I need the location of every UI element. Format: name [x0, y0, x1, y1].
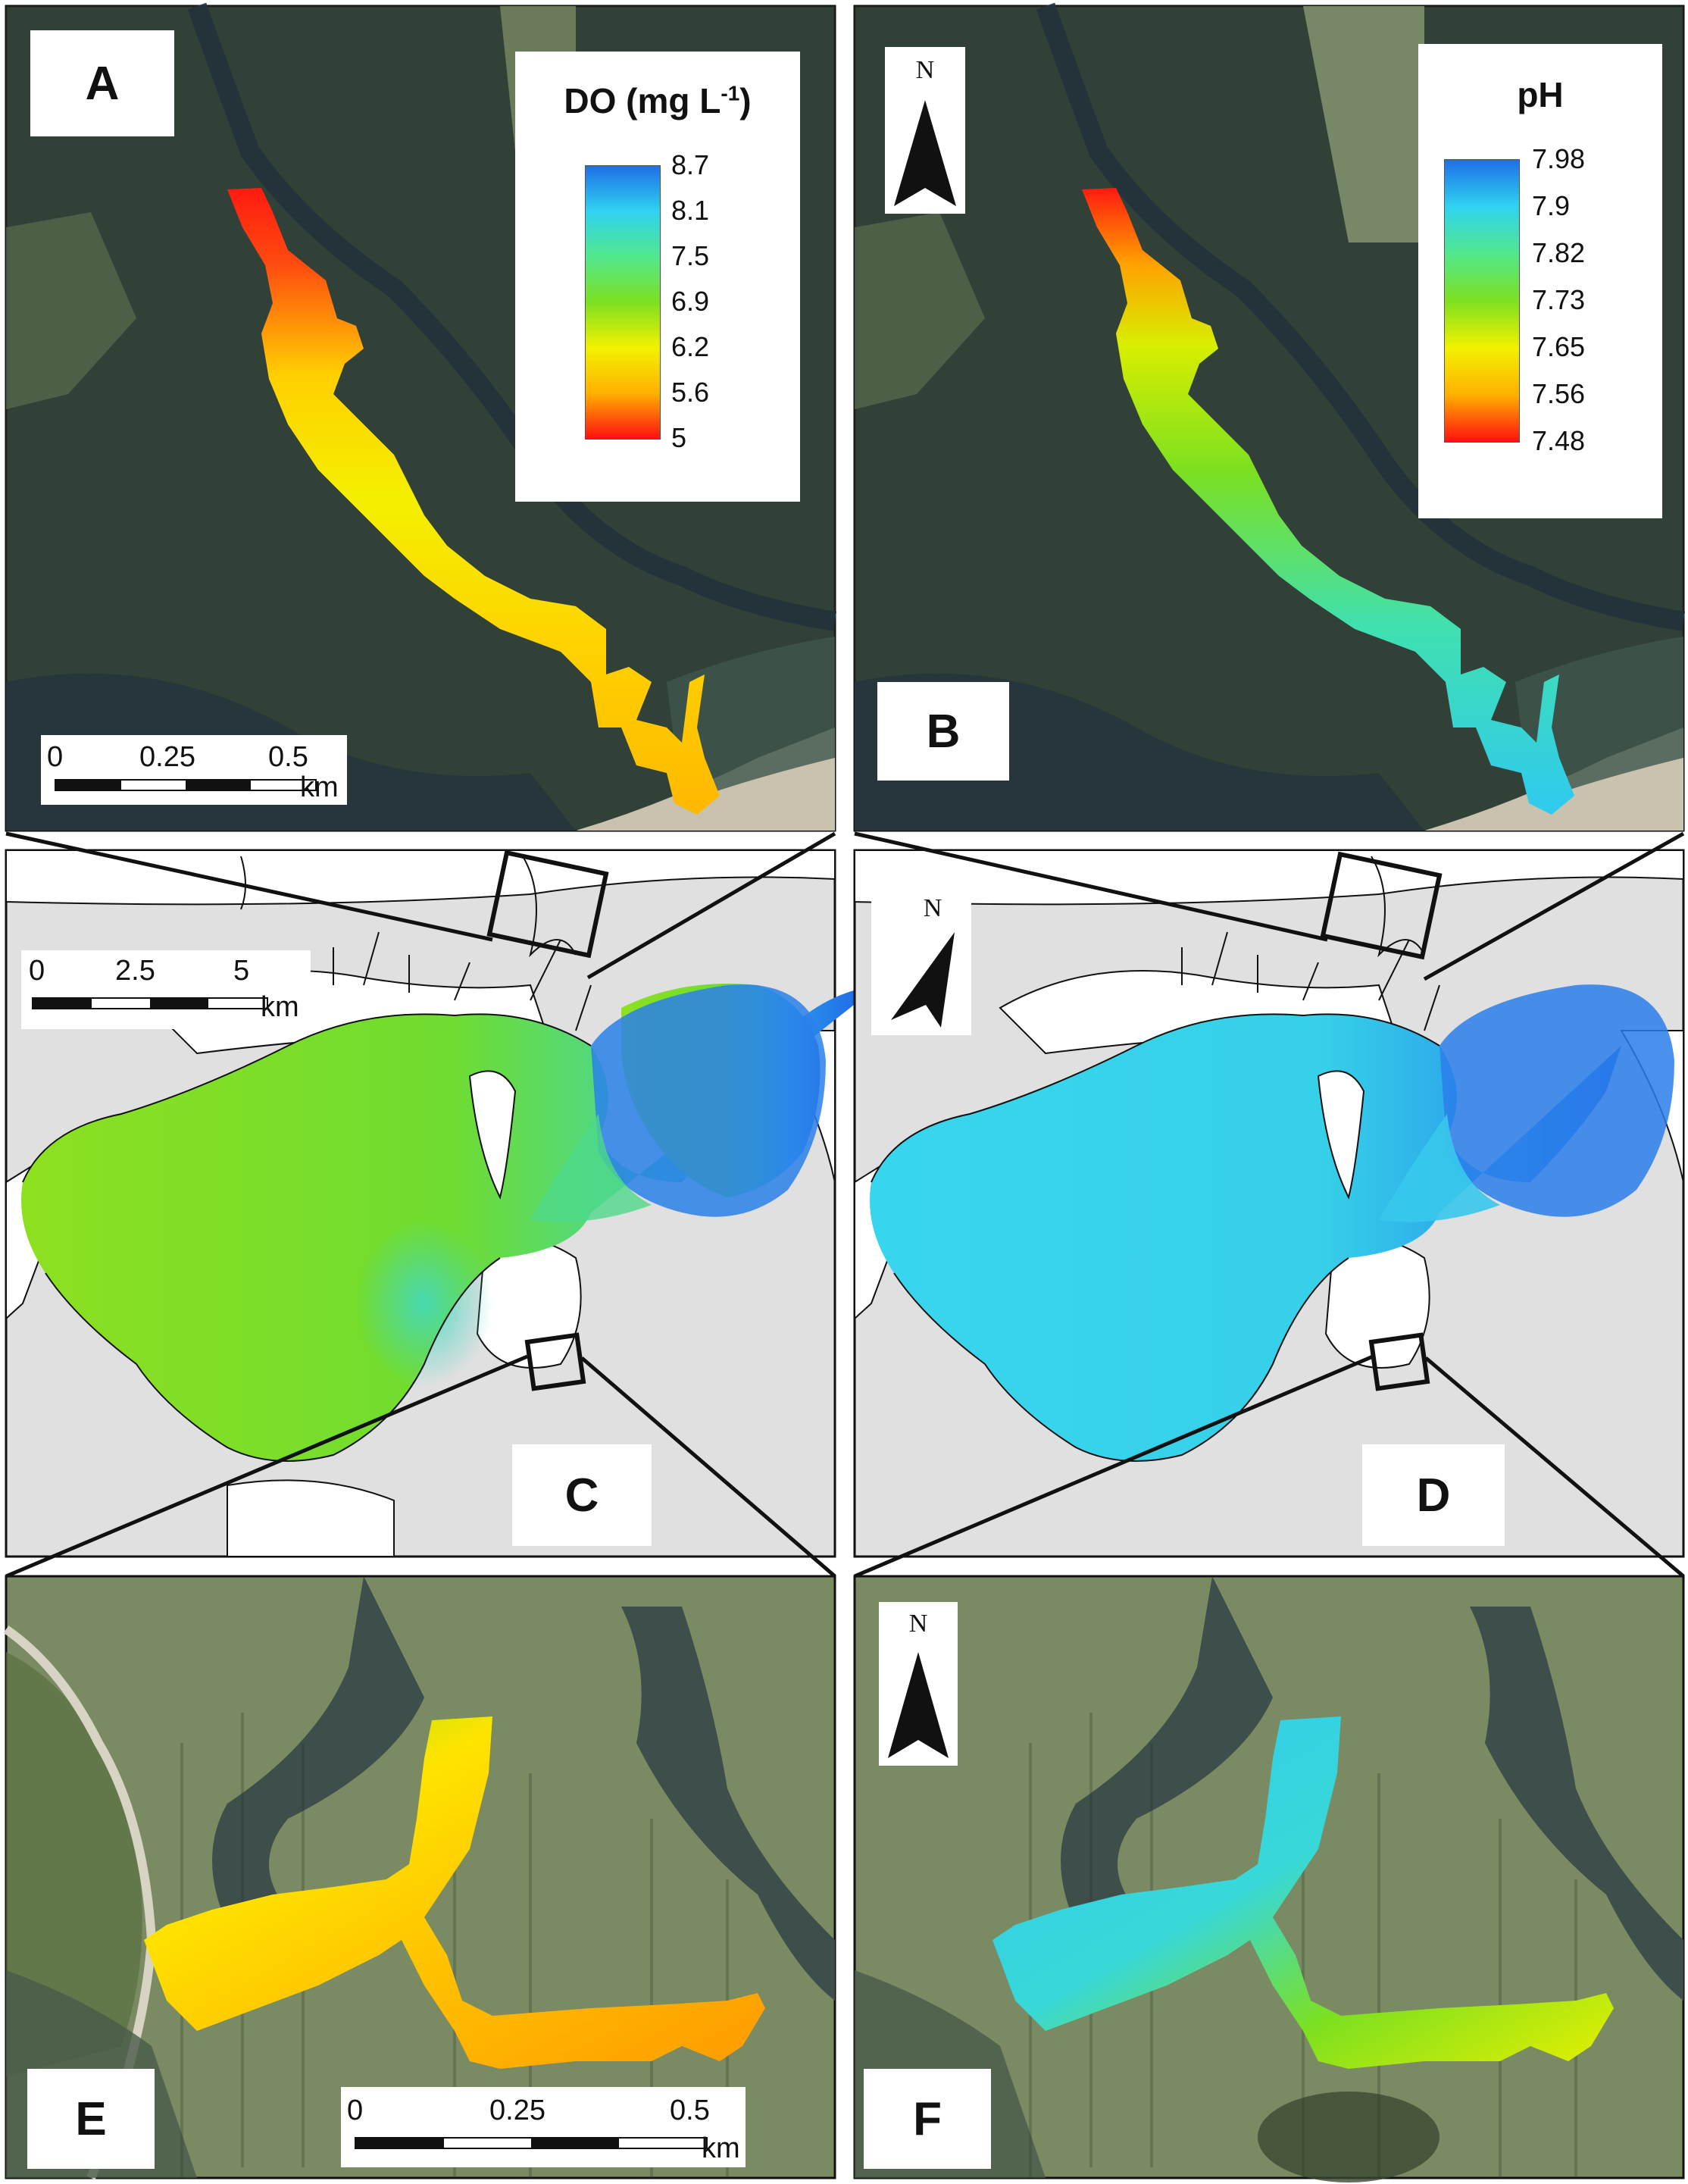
inset-box-f: [1368, 1332, 1430, 1391]
scalebar-c-label-2: 5: [233, 955, 250, 987]
ph-color-ramp: [1444, 159, 1520, 443]
panel-label-c: C: [512, 1444, 652, 1546]
north-arrow-b: N: [885, 47, 965, 214]
panel-f-map: [853, 1575, 1685, 2182]
scalebar-a-label-1: 0.25: [139, 741, 195, 773]
legend_ph-tick-label: 7.82: [1532, 237, 1586, 268]
do-bay-surface: [21, 985, 879, 1461]
legend_do-tick-label: 5: [671, 422, 687, 453]
scalebar-c-bar: [32, 997, 268, 1009]
legend_do-tick-label: 8.1: [671, 195, 710, 226]
legend_do-tick-label: 8.7: [671, 149, 710, 180]
scalebar-a-label-2: 0.5: [268, 741, 308, 773]
do-legend-title: DO (mg L-1): [515, 80, 800, 121]
scalebar-e-bar: [355, 2137, 708, 2149]
inset-box-b: [1320, 851, 1443, 960]
north-arrow-b-label: N: [915, 56, 935, 84]
scalebar-e-label-2: 0.5: [670, 2095, 710, 2126]
scalebar-c: 0 2.5 5 km: [21, 950, 311, 1029]
scalebar-c-label-1: 2.5: [115, 955, 155, 987]
scalebar-e-unit: km: [702, 2132, 740, 2164]
ph-bay-surface: [870, 1014, 1621, 1461]
legend_ph-tick-label: 7.73: [1532, 284, 1586, 315]
zoom-connector-lines: [5, 831, 1685, 1579]
panel-label-a: A: [30, 30, 174, 136]
north-arrow-icon: [888, 1652, 949, 1758]
ph-channel-surface: [992, 1716, 1614, 2069]
scalebar-e-label-1: 0.25: [489, 2095, 545, 2126]
scalebar-a-unit: km: [300, 771, 339, 803]
do-legend-title-main: DO (mg L: [564, 81, 721, 120]
ph-legend: pH 7.98 7.9 7.82 7.73 7.65 7.56 7.48: [1418, 44, 1662, 518]
north-arrow-icon: [894, 100, 956, 206]
ph-legend-title: pH: [1517, 75, 1564, 114]
scalebar-e-label-0: 0: [347, 2095, 364, 2126]
inset-box-a: [486, 850, 609, 959]
legend_ph-tick-label: 7.65: [1532, 331, 1586, 362]
scalebar-a-label-0: 0: [47, 741, 64, 773]
scalebar-c-unit: km: [261, 991, 299, 1023]
do-creek-surface: [227, 188, 720, 815]
legend_do-tick-label: 6.9: [671, 286, 710, 317]
scalebar-c-label-0: 0: [29, 955, 45, 987]
panel-label-e: E: [27, 2069, 155, 2169]
legend_do-tick-label: 5.6: [671, 377, 710, 408]
legend_do-tick-label: 7.5: [671, 240, 710, 271]
panel-label-b: B: [877, 682, 1009, 781]
scalebar-e: 0 0.25 0.5 km: [341, 2087, 746, 2167]
north-arrow-icon: [891, 932, 955, 1028]
panel-label-f: F: [864, 2069, 991, 2169]
north-arrow-f-label: N: [908, 1610, 928, 1638]
north-arrow-f: N: [879, 1602, 958, 1766]
legend_ph-tick-label: 7.48: [1532, 425, 1586, 456]
inset-box-e: [524, 1332, 586, 1391]
north-arrow-d-label: N: [923, 894, 942, 922]
legend_ph-tick-label: 7.9: [1532, 190, 1571, 221]
do-legend-title-end: ): [739, 81, 752, 120]
do-legend-title-sup: -1: [721, 81, 740, 105]
panel-label-d: D: [1362, 1444, 1505, 1546]
do-legend: DO (mg L-1) 8.7 8.1 7.5 6.9 6.2 5.6 5: [515, 52, 800, 502]
scalebar-a-bar: [55, 779, 317, 791]
legend_do-tick-label: 6.2: [671, 331, 710, 362]
legend_ph-tick-label: 7.98: [1532, 143, 1586, 174]
do-color-ramp: [585, 165, 661, 440]
scalebar-a: 0 0.25 0.5 km: [41, 735, 347, 805]
ph-creek-surface: [1082, 188, 1574, 815]
north-arrow-d: N: [871, 887, 971, 1035]
do-channel-surface: [144, 1716, 765, 2069]
panel-c-map: [5, 849, 879, 1558]
legend_ph-tick-label: 7.56: [1532, 378, 1586, 409]
panel-d-map: [853, 849, 1685, 1558]
